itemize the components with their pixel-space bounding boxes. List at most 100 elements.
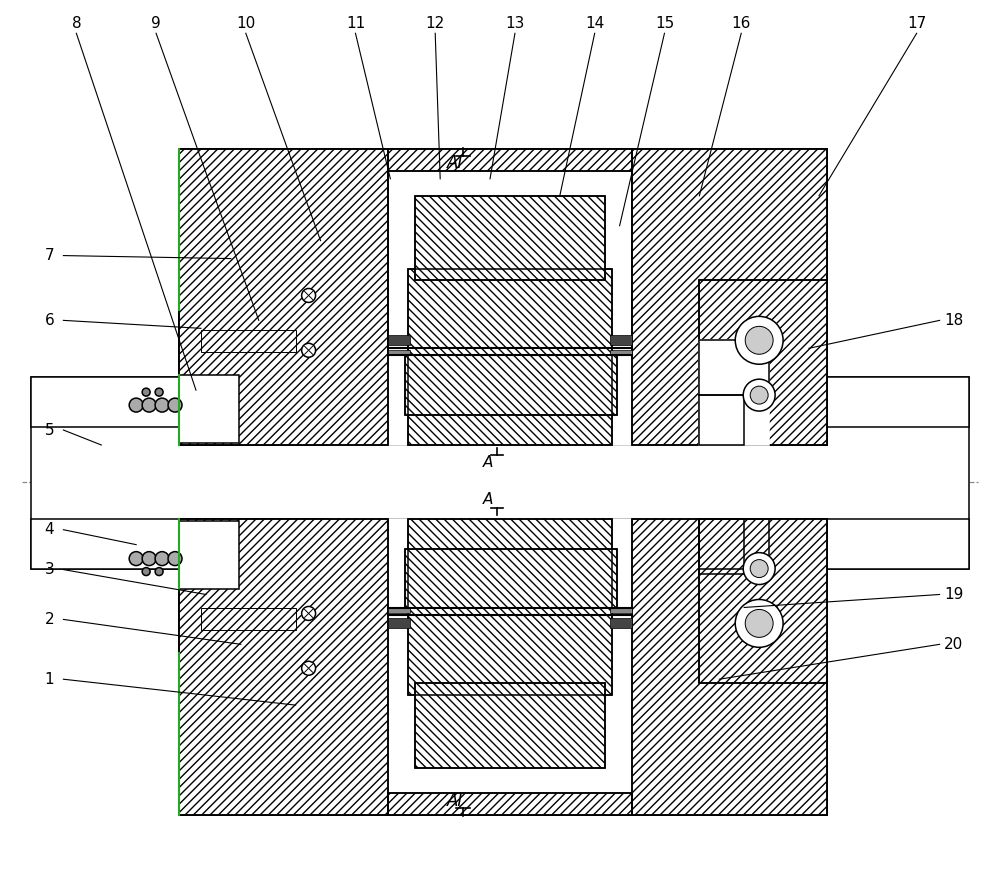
Bar — [388, 335, 410, 345]
Circle shape — [168, 398, 182, 412]
Circle shape — [750, 386, 768, 404]
Bar — [408, 519, 612, 695]
Text: 1: 1 — [45, 672, 54, 686]
Bar — [610, 335, 632, 345]
Text: A: A — [483, 456, 493, 470]
Bar — [388, 149, 632, 171]
Circle shape — [743, 379, 775, 411]
Bar — [405, 549, 617, 609]
Bar — [632, 519, 827, 814]
Bar — [415, 683, 605, 768]
Text: A: A — [483, 492, 493, 507]
Text: 6: 6 — [45, 313, 54, 327]
Text: 14: 14 — [585, 16, 604, 30]
Bar — [179, 375, 239, 443]
Circle shape — [129, 551, 143, 565]
Bar — [632, 149, 827, 445]
Bar — [699, 519, 744, 569]
Bar — [610, 350, 632, 355]
Bar — [179, 521, 239, 589]
Circle shape — [168, 551, 182, 565]
Circle shape — [302, 343, 316, 357]
Circle shape — [745, 610, 773, 638]
Bar — [31, 377, 969, 427]
Bar — [632, 519, 827, 814]
Bar — [699, 341, 769, 445]
Bar — [329, 519, 701, 618]
Bar — [408, 268, 612, 445]
Bar — [415, 196, 605, 280]
Circle shape — [743, 552, 775, 584]
Circle shape — [750, 559, 768, 577]
Bar — [699, 395, 744, 445]
Text: 11: 11 — [346, 16, 365, 30]
Bar — [388, 171, 632, 355]
Bar — [179, 519, 827, 814]
Bar — [408, 519, 612, 695]
Bar — [201, 330, 296, 352]
Text: 8: 8 — [72, 16, 81, 30]
Circle shape — [129, 398, 143, 412]
Text: 9: 9 — [151, 16, 161, 30]
Bar — [179, 519, 827, 814]
Circle shape — [142, 398, 156, 412]
Text: 10: 10 — [236, 16, 255, 30]
Text: 16: 16 — [732, 16, 751, 30]
Bar — [201, 609, 296, 631]
Circle shape — [745, 327, 773, 354]
Circle shape — [155, 551, 169, 565]
Text: 5: 5 — [45, 422, 54, 437]
Bar — [388, 793, 632, 814]
Bar — [179, 149, 388, 445]
Text: 20: 20 — [944, 637, 963, 652]
Bar — [632, 149, 827, 445]
Text: 19: 19 — [944, 587, 963, 602]
Text: 15: 15 — [655, 16, 674, 30]
Text: AI: AI — [447, 154, 463, 172]
Circle shape — [142, 568, 150, 576]
Bar — [388, 609, 632, 793]
Circle shape — [735, 599, 783, 647]
Circle shape — [155, 398, 169, 412]
Circle shape — [142, 388, 150, 396]
Bar — [329, 345, 701, 445]
Bar — [405, 355, 617, 415]
Text: 7: 7 — [45, 248, 54, 263]
Circle shape — [302, 288, 316, 302]
Bar — [388, 793, 632, 814]
Bar — [415, 683, 605, 768]
Bar — [31, 519, 969, 569]
Bar — [405, 355, 617, 415]
Bar — [699, 519, 827, 683]
Bar — [610, 609, 632, 613]
Bar — [408, 268, 612, 445]
Text: 3: 3 — [45, 562, 54, 577]
Bar — [388, 609, 410, 613]
Bar — [179, 149, 827, 445]
Circle shape — [155, 388, 163, 396]
Circle shape — [735, 316, 783, 364]
Bar — [179, 519, 388, 814]
Circle shape — [142, 551, 156, 565]
Text: 2: 2 — [45, 612, 54, 627]
Bar — [699, 280, 827, 445]
Bar — [610, 618, 632, 628]
Bar — [179, 519, 388, 814]
Text: 13: 13 — [505, 16, 525, 30]
Text: 12: 12 — [426, 16, 445, 30]
Bar — [179, 149, 827, 445]
Bar — [699, 519, 827, 683]
Text: 18: 18 — [944, 313, 963, 327]
Circle shape — [155, 568, 163, 576]
Bar — [31, 377, 969, 569]
Bar — [179, 149, 388, 445]
Bar — [388, 618, 410, 628]
Text: 4: 4 — [45, 523, 54, 537]
Bar — [699, 519, 769, 574]
Bar — [699, 280, 827, 445]
Circle shape — [302, 661, 316, 675]
Bar — [415, 196, 605, 280]
Circle shape — [302, 606, 316, 620]
Bar — [405, 549, 617, 609]
Text: 17: 17 — [907, 16, 926, 30]
